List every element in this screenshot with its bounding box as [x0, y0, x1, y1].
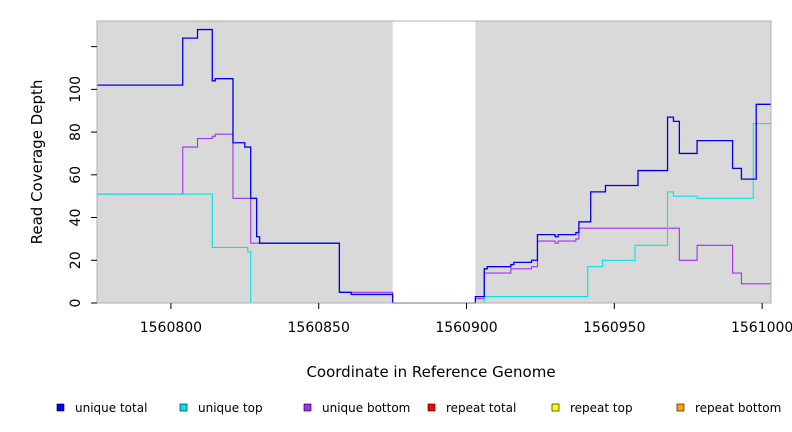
- legend-swatch-unique-total: [56, 403, 65, 412]
- legend-swatch-unique-bottom: [303, 403, 312, 412]
- gap-region: [392, 21, 476, 303]
- x-axis-title: Coordinate in Reference Genome: [306, 363, 555, 381]
- y-axis-title: Read Coverage Depth: [28, 80, 46, 245]
- series-line-unique-bottom: [97, 133, 771, 304]
- legend-swatch-repeat-top: [551, 403, 560, 412]
- legend-swatch-repeat-total: [427, 403, 436, 412]
- x-tick-label: 1561000: [731, 320, 792, 336]
- legend: unique total unique top unique bottom repea…: [56, 401, 781, 415]
- x-tick-label: 1560950: [583, 320, 645, 336]
- y-tick-label: 40: [68, 209, 84, 227]
- y-tick-label: 60: [68, 166, 84, 184]
- legend-label-unique-total: unique total: [75, 401, 147, 415]
- legend-label-repeat-bottom: repeat bottom: [695, 401, 781, 415]
- x-tick-label: 1560850: [288, 320, 350, 336]
- series-line-unique-top: [97, 123, 771, 304]
- y-axis: 0 20 40 60 80 100: [68, 46, 97, 308]
- legend-label-unique-bottom: unique bottom: [322, 401, 410, 415]
- x-axis: 1560800 1560850 1560900 1560950 1561000: [140, 303, 792, 336]
- legend-swatch-repeat-bottom: [676, 403, 685, 412]
- y-tick-label: 20: [68, 251, 84, 269]
- y-tick-label: 100: [68, 76, 84, 103]
- y-tick-label: 80: [68, 123, 84, 141]
- y-tick-label: 0: [68, 299, 84, 308]
- legend-label-repeat-total: repeat total: [446, 401, 516, 415]
- series-line-unique-total: [97, 28, 771, 304]
- x-tick-label: 1560800: [140, 320, 202, 336]
- legend-label-unique-top: unique top: [198, 401, 263, 415]
- x-tick-label: 1560900: [435, 320, 497, 336]
- legend-swatch-unique-top: [179, 403, 188, 412]
- plot-frame: [96, 20, 772, 304]
- legend-label-repeat-top: repeat top: [570, 401, 633, 415]
